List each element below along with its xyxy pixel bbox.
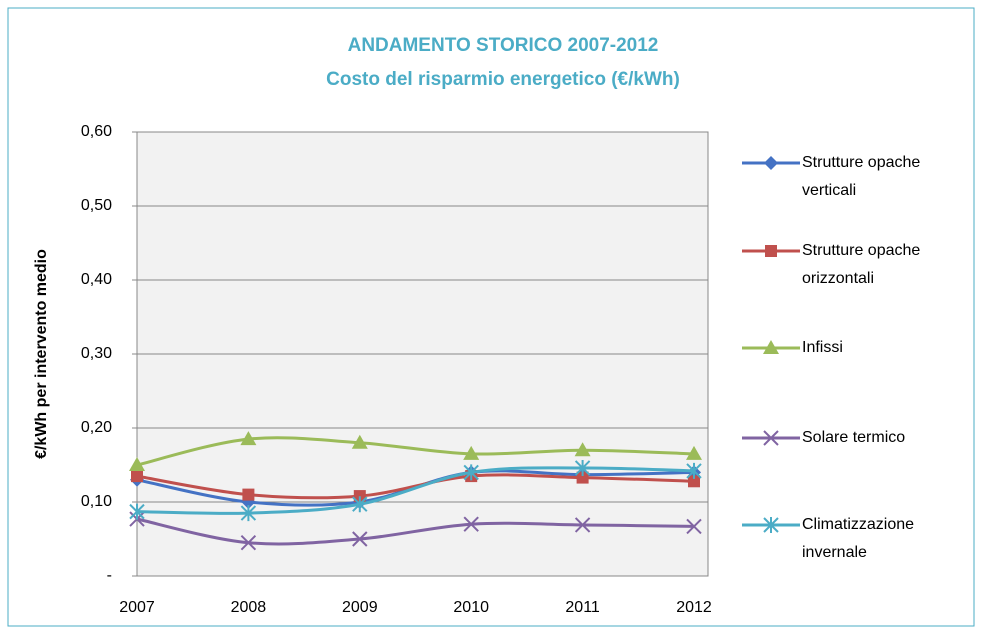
legend-label: Solare termico: [802, 429, 905, 446]
point: [574, 442, 591, 457]
point: [576, 471, 589, 484]
legend-marker: [763, 340, 779, 354]
y-tick-label: 0,30: [81, 345, 112, 362]
series-line: [136, 473, 695, 500]
legend-label: Climatizzazione invernale: [802, 516, 914, 561]
point: [353, 490, 366, 503]
point: [129, 457, 145, 471]
point: [352, 531, 368, 547]
y-tick-label: 0,20: [81, 419, 112, 436]
legend-item: Solare termico: [742, 429, 905, 446]
point: [463, 516, 479, 532]
point: [351, 434, 368, 449]
series-line: [136, 466, 695, 515]
legend-item: Strutture opache verticali: [742, 154, 920, 199]
x-tick-label: 2009: [342, 599, 378, 616]
x-tick-label: 2008: [231, 599, 267, 616]
series-line: [136, 517, 695, 546]
legend-marker: [764, 156, 778, 170]
y-axis-label: €/kWh per intervento medio: [33, 249, 50, 459]
point: [688, 475, 700, 488]
point: [242, 488, 255, 501]
point: [240, 534, 257, 551]
x-tick-label: 2010: [453, 599, 489, 616]
series-line: [136, 436, 695, 467]
legend-label: Infissi: [802, 339, 843, 356]
y-tick-label: 0,40: [81, 271, 112, 288]
point: [240, 431, 257, 446]
x-tick-label: 2011: [565, 599, 600, 616]
point: [352, 496, 368, 513]
point: [129, 503, 145, 520]
legend-label: Strutture opache orizzontali: [802, 242, 920, 287]
point: [131, 470, 143, 483]
legend-marker: [763, 517, 779, 533]
y-tick-label: 0,10: [81, 493, 112, 510]
x-tick-label: 2007: [119, 599, 155, 616]
y-tick-label: 0,60: [81, 123, 112, 140]
y-tick-label: -: [107, 567, 112, 584]
point: [463, 445, 480, 460]
legend-marker: [763, 430, 779, 446]
x-tick-label: 2012: [676, 599, 712, 616]
y-tick-label: 0,50: [81, 197, 112, 214]
point: [574, 459, 591, 476]
point: [240, 505, 257, 522]
point: [463, 464, 479, 481]
chart-subtitle: Costo del risparmio energetico (€/kWh): [326, 69, 680, 90]
legend-label: Strutture opache verticali: [802, 154, 920, 199]
point: [574, 517, 591, 533]
chart-title: ANDAMENTO STORICO 2007-2012: [348, 35, 659, 56]
point: [686, 445, 702, 460]
legend-item: Climatizzazione invernale: [742, 516, 914, 561]
point: [686, 518, 702, 535]
legend-marker: [765, 245, 777, 257]
legend-item: Infissi: [742, 339, 843, 356]
legend-item: Strutture opache orizzontali: [742, 242, 920, 287]
point: [686, 462, 702, 479]
